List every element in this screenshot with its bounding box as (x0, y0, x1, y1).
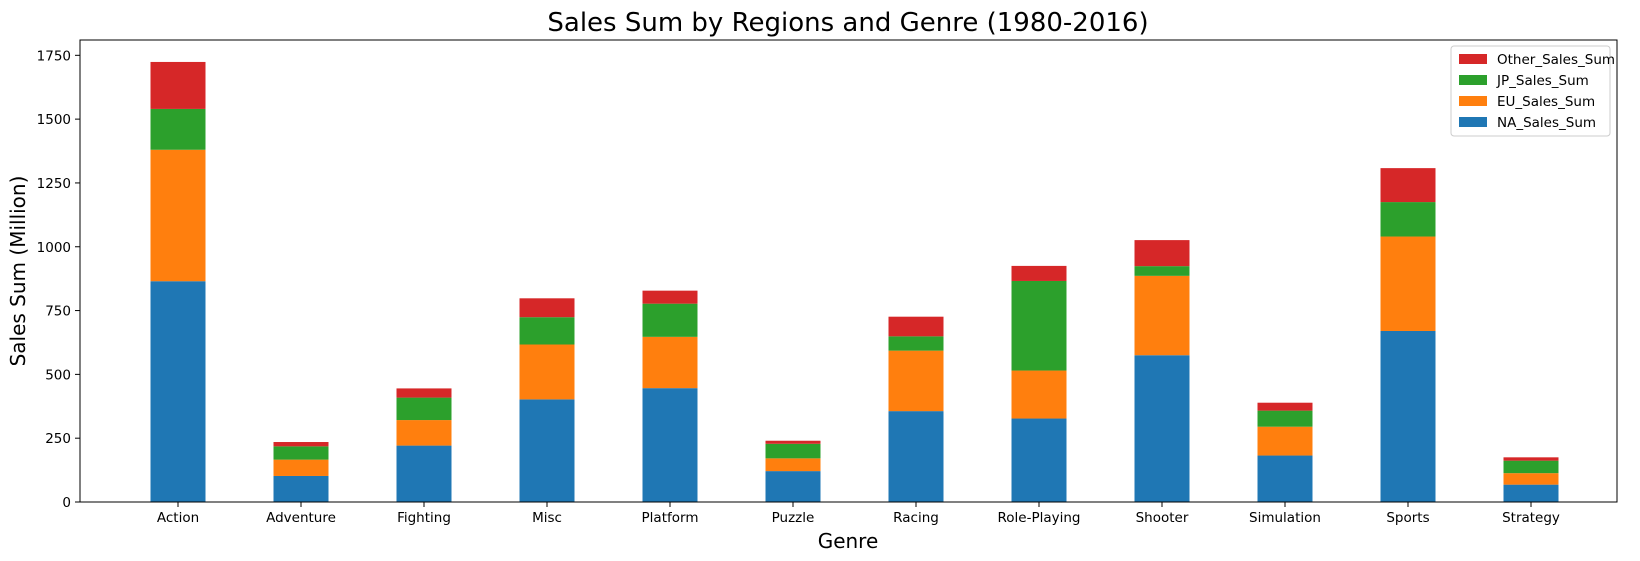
bar-other-sales-sum-platform (642, 290, 698, 304)
x-axis: Action Adventure Fighting Misc Platform Puzzl… (157, 502, 1560, 526)
x-tick-label: Simulation (1249, 510, 1321, 526)
bar-jp-sales-sum-action (150, 108, 206, 150)
bar-na-sales-sum-fighting (396, 445, 452, 502)
bar-other-sales-sum-role-playing (1011, 265, 1067, 281)
bar-jp-sales-sum-puzzle (765, 443, 821, 459)
bar-na-sales-sum-racing (888, 411, 944, 502)
bar-jp-sales-sum-strategy (1503, 460, 1559, 474)
plot-frame (79, 39, 1618, 503)
bar-na-sales-sum-simulation (1257, 455, 1313, 502)
bar-na-sales-sum-sports (1380, 330, 1436, 502)
x-tick-label: Racing (893, 510, 939, 526)
bar-other-sales-sum-racing (888, 316, 944, 337)
bar-other-sales-sum-fighting (396, 388, 452, 398)
bar-other-sales-sum-misc (519, 298, 575, 318)
bar-jp-sales-sum-simulation (1257, 410, 1313, 427)
bar-na-sales-sum-role-playing (1011, 418, 1067, 502)
bar-na-sales-sum-puzzle (765, 471, 821, 502)
bar-eu-sales-sum-puzzle (765, 458, 821, 472)
bar-na-sales-sum-platform (642, 388, 698, 502)
bar-na-sales-sum-misc (519, 399, 575, 502)
bar-other-sales-sum-strategy (1503, 457, 1559, 461)
bar-jp-sales-sum-role-playing (1011, 280, 1067, 371)
legend-label-jp-sales-sum: JP_Sales_Sum (1496, 73, 1589, 89)
y-axis: 0 250 500 750 1000 1250 1500 1750 (37, 48, 80, 511)
bar-eu-sales-sum-shooter (1134, 275, 1190, 356)
bar-eu-sales-sum-platform (642, 336, 698, 389)
y-axis-label: Sales Sum (Million) (6, 176, 30, 367)
bar-jp-sales-sum-adventure (273, 446, 329, 460)
x-tick-label: Puzzle (772, 510, 815, 526)
y-tick-label: 1750 (37, 48, 71, 64)
bar-eu-sales-sum-misc (519, 344, 575, 400)
bar-jp-sales-sum-fighting (396, 397, 452, 421)
bar-other-sales-sum-sports (1380, 168, 1436, 203)
x-tick-label: Strategy (1502, 510, 1560, 526)
legend-swatch-other-sales-sum (1459, 54, 1487, 64)
x-tick-label: Adventure (266, 510, 336, 526)
legend: Other_Sales_Sum JP_Sales_Sum EU_Sales_Sum N… (1450, 45, 1615, 137)
x-tick-label: Platform (642, 510, 699, 526)
y-tick-label: 500 (45, 367, 71, 383)
legend-label-na-sales-sum: NA_Sales_Sum (1497, 115, 1596, 131)
bar-other-sales-sum-action (150, 61, 206, 109)
bar-other-sales-sum-simulation (1257, 402, 1313, 411)
x-tick-label: Misc (532, 510, 562, 526)
y-tick-label: 750 (45, 304, 71, 320)
legend-box (1450, 45, 1611, 137)
x-tick-label: Role-Playing (998, 510, 1081, 526)
legend-swatch-na-sales-sum (1459, 117, 1487, 127)
bars-group (150, 61, 1559, 502)
legend-swatch-jp-sales-sum (1459, 75, 1487, 85)
bar-na-sales-sum-action (150, 281, 206, 502)
y-tick-label: 250 (45, 431, 71, 447)
bar-eu-sales-sum-action (150, 149, 206, 282)
bar-eu-sales-sum-simulation (1257, 426, 1313, 456)
bar-other-sales-sum-adventure (273, 442, 329, 447)
x-tick-label: Action (157, 510, 199, 526)
bar-jp-sales-sum-racing (888, 336, 944, 351)
bar-eu-sales-sum-racing (888, 350, 944, 412)
bar-eu-sales-sum-role-playing (1011, 370, 1067, 419)
x-tick-label: Shooter (1136, 510, 1189, 526)
bar-jp-sales-sum-misc (519, 317, 575, 345)
x-axis-label: Genre (818, 529, 879, 553)
y-tick-label: 1500 (37, 112, 71, 128)
legend-swatch-eu-sales-sum (1459, 96, 1487, 106)
y-tick-label: 0 (62, 495, 71, 511)
chart-title: Sales Sum by Regions and Genre (1980-201… (547, 8, 1148, 38)
bar-eu-sales-sum-strategy (1503, 473, 1559, 485)
bar-na-sales-sum-shooter (1134, 355, 1190, 502)
bar-eu-sales-sum-adventure (273, 459, 329, 476)
y-tick-label: 1000 (37, 240, 71, 256)
bar-jp-sales-sum-sports (1380, 202, 1436, 237)
legend-label-other-sales-sum: Other_Sales_Sum (1497, 52, 1615, 68)
bar-jp-sales-sum-shooter (1134, 266, 1190, 276)
x-tick-label: Sports (1386, 510, 1429, 526)
bar-eu-sales-sum-sports (1380, 236, 1436, 331)
x-tick-label: Fighting (397, 510, 451, 526)
bar-jp-sales-sum-platform (642, 303, 698, 337)
bar-na-sales-sum-adventure (273, 475, 329, 502)
legend-label-eu-sales-sum: EU_Sales_Sum (1497, 94, 1595, 110)
y-tick-label: 1250 (37, 176, 71, 192)
bar-eu-sales-sum-fighting (396, 420, 452, 446)
bar-na-sales-sum-strategy (1503, 484, 1559, 502)
bar-other-sales-sum-puzzle (765, 440, 821, 444)
bar-other-sales-sum-shooter (1134, 240, 1190, 267)
